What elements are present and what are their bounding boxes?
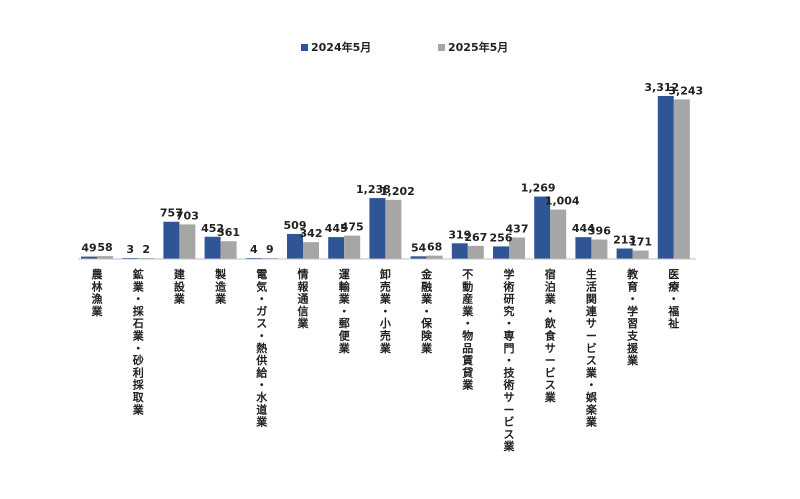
bar-1-7 (385, 199, 402, 259)
value-label-1-11: 1,004 (545, 195, 580, 208)
category-label-3: 製造業 (214, 267, 227, 306)
value-label-0-7: 1,238 (356, 183, 391, 196)
value-label-0-3: 452 (201, 222, 224, 235)
value-label-1-9: 267 (464, 231, 487, 244)
value-label-1-13: 171 (629, 236, 652, 249)
value-label-0-1: 3 (126, 243, 134, 256)
value-label-0-2: 757 (160, 207, 183, 220)
bar-1-8 (426, 255, 443, 259)
legend: 2024年5月 2025年5月 (301, 40, 508, 54)
bars (81, 96, 690, 259)
category-label-1: 鉱業・採石業・砂利採取業 (132, 267, 145, 416)
bar-1-12 (591, 239, 608, 259)
bar-1-3 (220, 241, 237, 259)
value-label-0-10: 256 (490, 231, 513, 244)
bar-1-11 (550, 209, 567, 259)
category-label-9: 不動産業・物品賃貸業 (461, 268, 474, 392)
bar-0-0 (81, 256, 97, 259)
value-label-1-7: 1,202 (380, 185, 415, 198)
category-label-5: 情報通信業 (297, 267, 310, 330)
value-label-0-4: 4 (250, 243, 258, 256)
bar-1-0 (97, 256, 113, 259)
value-label-0-13: 213 (613, 234, 636, 247)
bar-0-7 (369, 198, 386, 259)
category-label-12: 生活関連サービス業・娯楽業 (585, 267, 598, 429)
value-label-1-4: 9 (266, 243, 274, 256)
legend-label-1: 2025年5月 (448, 40, 508, 54)
bar-1-5 (303, 242, 319, 259)
bar-0-5 (287, 233, 303, 259)
value-label-0-5: 509 (284, 219, 307, 232)
bar-1-6 (344, 235, 361, 259)
value-label-1-10: 437 (506, 222, 529, 235)
value-label-1-5: 342 (300, 227, 323, 240)
category-label-11: 宿泊業・飲食サービス業 (544, 267, 557, 404)
bar-0-14 (657, 96, 674, 259)
category-label-2: 建設業 (173, 267, 186, 306)
bar-0-13 (616, 248, 633, 259)
category-label-13: 教育・学習支援業 (626, 267, 639, 367)
value-label-0-12: 444 (572, 222, 595, 235)
value-label-1-8: 68 (427, 241, 442, 254)
value-label-1-1: 2 (142, 243, 150, 256)
value-label-0-6: 445 (325, 222, 348, 235)
value-label-0-8: 54 (411, 241, 427, 254)
bar-0-8 (410, 256, 427, 259)
bar-0-9 (451, 243, 468, 259)
bar-0-12 (575, 237, 592, 259)
category-label-6: 運輸業・郵便業 (338, 268, 351, 355)
bar-0-6 (328, 237, 345, 259)
bar-1-2 (179, 224, 196, 259)
bar-1-10 (509, 237, 525, 259)
value-label-1-2: 703 (176, 209, 199, 222)
value-label-1-14: 3,243 (668, 84, 703, 97)
bar-0-2 (163, 221, 180, 259)
category-label-7: 卸売業・小売業 (379, 267, 392, 355)
value-label-1-6: 475 (341, 221, 364, 234)
category-label-10: 学術研究・専門・技術サービス業 (503, 267, 516, 453)
value-label-0-0: 49 (81, 242, 96, 255)
value-label-0-9: 319 (448, 228, 471, 241)
bar-1-9 (467, 245, 484, 259)
legend-swatch-0 (301, 44, 308, 51)
value-label-1-3: 361 (217, 226, 240, 239)
bar-0-11 (534, 196, 551, 259)
legend-swatch-1 (438, 44, 445, 51)
category-label-14: 医療・福祉 (667, 268, 680, 330)
value-label-0-14: 3,312 (644, 81, 679, 94)
value-label-1-0: 58 (97, 241, 112, 254)
category-label-4: 電気・ガス・熱供給・水道業 (255, 268, 268, 429)
bar-0-3 (204, 236, 221, 259)
value-label-1-12: 396 (588, 225, 611, 238)
bar-1-14 (673, 99, 690, 259)
category-labels: 農林漁業 鉱業・採石業・砂利採取業 建設業 製造業 電気・ガス・熱供給・水道業 情報通信業… (91, 267, 681, 453)
bar-0-10 (493, 246, 509, 259)
category-label-8: 金融業・保険業 (420, 267, 433, 355)
value-label-0-11: 1,269 (521, 182, 556, 195)
bar-1-13 (632, 250, 649, 259)
legend-label-0: 2024年5月 (311, 40, 371, 54)
category-label-0: 農林漁業 (91, 267, 104, 318)
